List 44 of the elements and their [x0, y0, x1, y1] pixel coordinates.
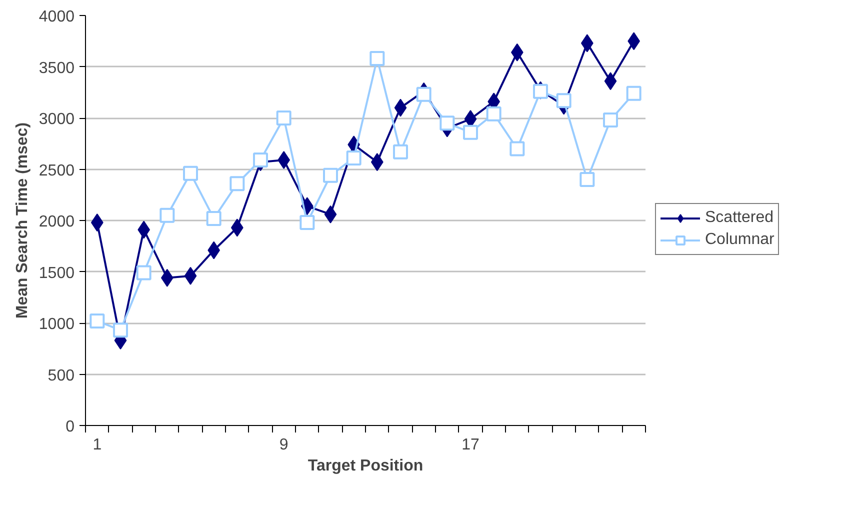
x-tick-label: 1	[92, 436, 102, 454]
point	[603, 112, 618, 128]
point	[370, 51, 385, 66]
point	[183, 166, 198, 181]
y-tick-label: 0	[66, 418, 75, 436]
point	[533, 84, 548, 99]
point	[510, 141, 525, 156]
x-axis-title: Target Position	[308, 458, 424, 474]
point	[393, 144, 408, 160]
point	[463, 124, 478, 140]
point	[160, 208, 175, 223]
point	[556, 93, 572, 108]
point	[604, 72, 617, 90]
point	[230, 176, 245, 192]
point	[580, 172, 595, 187]
point	[440, 116, 455, 131]
point	[486, 106, 502, 122]
y-tick-label: 3500	[38, 60, 75, 77]
y-tick-label: 4000	[38, 8, 75, 26]
point	[346, 150, 362, 166]
legend-label: Columnar	[705, 231, 774, 249]
point	[206, 210, 222, 226]
point	[136, 265, 152, 280]
y-tick-label: 3000	[38, 111, 75, 128]
point	[253, 152, 268, 168]
y-tick-label: 2500	[38, 162, 75, 180]
point	[300, 215, 315, 230]
point	[394, 98, 407, 117]
point	[323, 168, 338, 183]
point	[113, 322, 128, 338]
point	[90, 313, 105, 328]
y-axis-title: Mean Search Time (msec)	[14, 122, 31, 319]
y-tick-label: 1000	[38, 316, 75, 333]
x-tick-label: 9	[279, 436, 288, 454]
legend-label: Scattered	[705, 209, 774, 227]
y-tick-label: 1500	[38, 264, 75, 282]
point	[626, 86, 642, 101]
y-tick-label: 500	[48, 367, 75, 384]
point	[276, 110, 292, 126]
x-tick-label: 17	[462, 436, 480, 454]
y-tick-label: 2000	[38, 214, 75, 230]
point	[324, 205, 337, 224]
point	[416, 86, 432, 102]
point	[184, 266, 197, 285]
